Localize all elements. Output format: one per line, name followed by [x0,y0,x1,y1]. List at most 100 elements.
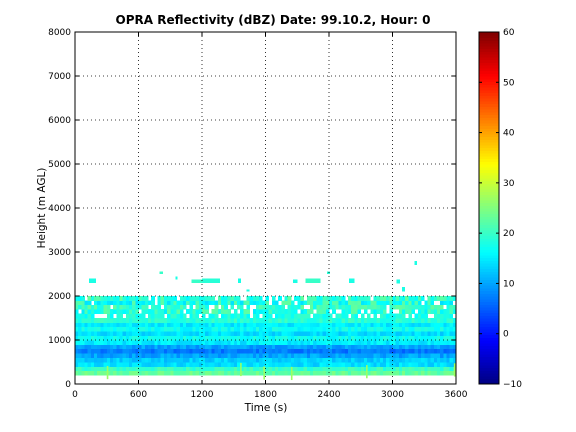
heatmap-cell [227,340,231,345]
heatmap-cell [148,340,152,345]
heatmap-cell [265,344,270,350]
colorbar-segment [479,227,499,231]
heatmap-cell [205,296,209,301]
heatmap-cell [230,318,235,323]
heatmap-cell [151,326,155,332]
heatmap-cell [319,348,324,354]
heatmap-cell [90,309,95,314]
heatmap-cell [436,322,441,328]
heatmap-cell [329,313,333,319]
heatmap-cell [246,335,251,341]
colorbar-segment [479,70,499,74]
heatmap-cell [148,353,152,358]
heatmap-cell [357,318,362,323]
heatmap-cell [217,296,222,301]
heatmap-cell [411,318,416,323]
y-tick-label: 6000 [48,116,71,126]
heatmap-cell [100,370,104,376]
heatmap-cell [389,340,393,345]
heatmap-cell [382,344,387,350]
colorbar-segment [479,279,499,283]
heatmap-cell [128,344,133,350]
heatmap-cell [240,331,244,336]
heatmap-cell [100,353,104,358]
heatmap-cell [316,335,320,341]
heatmap-cell [240,353,244,358]
heatmap-cell [389,322,393,328]
heatmap-cell [125,348,130,354]
heatmap-cell [417,348,422,354]
heatmap-cell [163,340,168,345]
heatmap-cell [116,348,120,354]
heatmap-cell [376,326,381,332]
heatmap-cell [373,313,378,319]
heatmap-cell [113,309,117,314]
heatmap-cell [135,313,139,319]
heatmap-cell [189,344,193,350]
heatmap-cell [100,326,104,332]
heatmap-cell [233,309,238,314]
heatmap-cell [81,326,85,332]
heatmap-cell [430,309,435,314]
heatmap-cell [427,296,431,301]
heatmap-cell [440,362,444,367]
heatmap-cell [249,322,254,328]
heatmap-cell [186,344,190,350]
heatmap-cell [214,340,219,345]
heatmap-cell [373,304,378,310]
heatmap-cell [138,348,143,354]
heatmap-cell [192,348,197,354]
heatmap-cell [348,353,352,358]
heatmap-cell [160,353,165,358]
heatmap-echo [402,287,406,292]
heatmap-cell [236,326,241,332]
heatmap-cell [189,353,193,358]
heatmap-cell [116,300,120,306]
heatmap-cell [306,326,311,332]
heatmap-cell [411,304,416,310]
heatmap-cell [262,344,266,350]
heatmap-cell [151,309,155,314]
heatmap-cell [128,300,133,306]
heatmap-cell [151,366,155,372]
heatmap-cell [167,318,171,323]
heatmap-cell [135,353,139,358]
heatmap-cell [370,335,374,341]
heatmap-cell [236,353,241,358]
heatmap-cell [335,348,339,354]
heatmap-cell [373,335,378,341]
heatmap-cell [271,362,276,367]
heatmap-cell [363,331,368,336]
heatmap-cell [367,366,371,372]
heatmap-cell [424,335,428,341]
heatmap-cell [348,318,352,323]
heatmap-cell [151,357,155,363]
heatmap-cell [424,304,428,310]
heatmap-cell [221,335,225,341]
heatmap-cell [376,340,381,345]
heatmap-cell [341,300,346,306]
heatmap-cell [417,353,422,358]
heatmap-cell [227,348,231,354]
heatmap-cell [424,300,428,306]
heatmap-cell [243,331,247,336]
heatmap-cell [421,348,425,354]
heatmap-cell [335,370,339,376]
heatmap-cell [217,340,222,345]
heatmap-cell [408,326,412,332]
heatmap-cell [313,362,317,367]
heatmap-cell [84,362,89,367]
heatmap-cell [138,340,143,345]
heatmap-cell [148,313,152,319]
heatmap-cell [148,348,152,354]
heatmap-cell [128,313,133,319]
heatmap-cell [103,322,108,328]
colorbar-segment [479,95,499,99]
heatmap-cell [373,322,378,328]
heatmap-cell [427,366,431,372]
heatmap-cell [303,340,308,345]
heatmap-cell [119,366,124,372]
heatmap-cell [205,322,209,328]
heatmap-cell [306,313,311,319]
heatmap-cell [78,296,82,301]
